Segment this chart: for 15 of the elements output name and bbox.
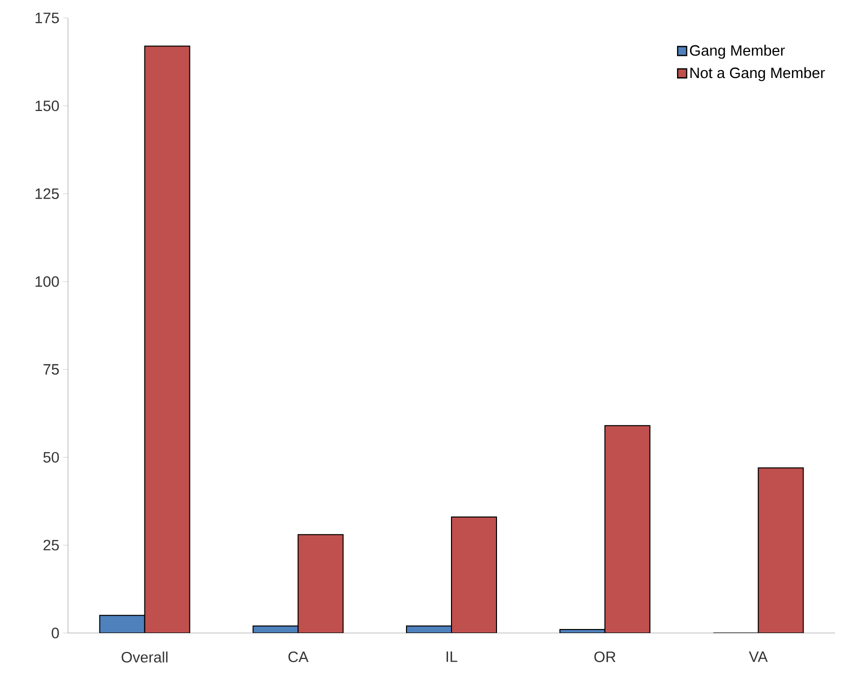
x-tick-label: IL xyxy=(446,652,458,662)
y-tick-label: 50 xyxy=(43,452,59,463)
y-tick-label: 0 xyxy=(52,628,59,638)
x-tick-label: Overall xyxy=(122,652,168,663)
x-tick-label: CA xyxy=(288,652,308,662)
y-tick-label: 75 xyxy=(44,364,59,375)
x-tick-label: VA xyxy=(748,652,768,662)
x-tick-label: OR xyxy=(594,652,616,662)
y-tick-label: 25 xyxy=(44,540,59,550)
legend-label: Not a Gang Member xyxy=(690,67,825,82)
y-tick-label: 125 xyxy=(36,188,59,200)
y-tick-label: 150 xyxy=(36,100,59,112)
y-tick-label: 100 xyxy=(36,276,59,287)
y-tick-label: 175 xyxy=(36,12,59,24)
legend-label: Gang Member xyxy=(690,44,785,59)
